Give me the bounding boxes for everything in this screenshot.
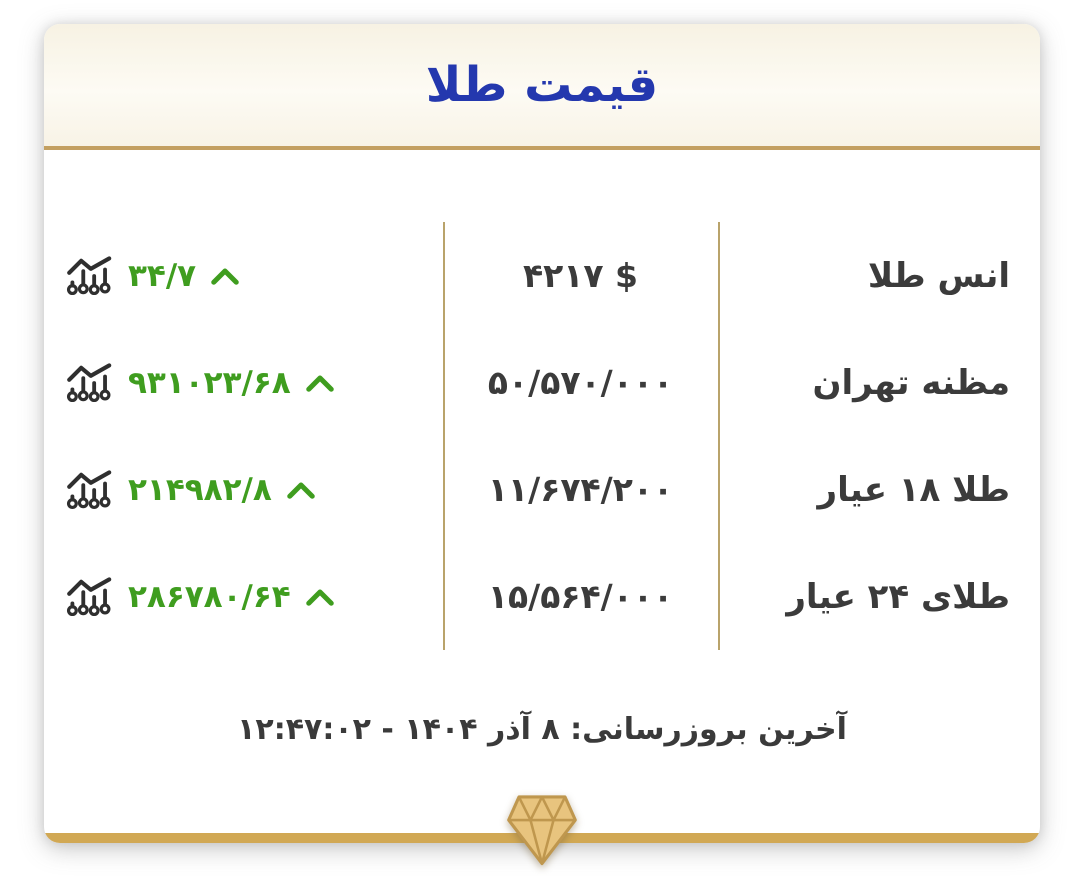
last-update-text: آخرین بروزرسانی: ۸ آذر ۱۴۰۴ - ۱۲:۴۷:۰۲ — [237, 712, 847, 747]
price-value: ۵۰/۵۷۰/۰۰۰ — [487, 363, 674, 402]
price-value: ۱۵/۵۶۴/۰۰۰ — [487, 577, 674, 616]
chart-trend-icon[interactable] — [66, 469, 114, 511]
chevron-up-icon — [210, 265, 240, 287]
change-cell: ۲۸۶۷۸۰/۶۴ — [44, 576, 443, 618]
change-cell: ۲۱۴۹۸۲/۸ — [44, 469, 443, 511]
change-cell: ۳۴/۷ — [44, 255, 443, 297]
chevron-up-icon — [286, 479, 316, 501]
change-value: ۲۸۶۷۸۰/۶۴ — [128, 578, 291, 615]
change-value: ۲۱۴۹۸۲/۸ — [128, 471, 272, 508]
row-label: انس طلا — [867, 255, 1010, 296]
row-label: طلای ۲۴ عیار — [786, 576, 1010, 617]
change-value: ۳۴/۷ — [128, 257, 197, 294]
card-header: قیمت طلا — [44, 24, 1040, 146]
diamond-icon — [501, 785, 583, 877]
price-value: ۱۱/۶۷۴/۲۰۰ — [487, 470, 674, 509]
price-value: ۴۲۱۷ $ — [522, 256, 639, 295]
column-divider-right — [718, 222, 720, 650]
chevron-up-icon — [305, 372, 335, 394]
change-value: ۹۳۱۰۲۳/۶۸ — [128, 364, 291, 401]
table-row: ۳۴/۷ ۴۲۱۷ $ انس طلا — [44, 222, 1040, 329]
card-content: قیمت طلا — [44, 24, 1040, 843]
row-label: طلا ۱۸ عیار — [817, 469, 1010, 510]
price-table: ۳۴/۷ ۴۲۱۷ $ انس طلا — [44, 222, 1040, 650]
table-row: ۲۱۴۹۸۲/۸ ۱۱/۶۷۴/۲۰۰ طلا ۱۸ عیار — [44, 436, 1040, 543]
chart-trend-icon[interactable] — [66, 255, 114, 297]
gold-price-card: قیمت طلا — [44, 24, 1040, 866]
column-divider-left — [443, 222, 445, 650]
chart-trend-icon[interactable] — [66, 362, 114, 404]
header-divider — [44, 146, 1040, 150]
chevron-up-icon — [305, 586, 335, 608]
page-title: قیمت طلا — [425, 57, 659, 113]
table-row: ۲۸۶۷۸۰/۶۴ ۱۵/۵۶۴/۰۰۰ طلای ۲۴ عیار — [44, 543, 1040, 650]
table-row: ۹۳۱۰۲۳/۶۸ ۵۰/۵۷۰/۰۰۰ مظنه تهران — [44, 329, 1040, 436]
row-label: مظنه تهران — [812, 362, 1010, 403]
chart-trend-icon[interactable] — [66, 576, 114, 618]
change-cell: ۹۳۱۰۲۳/۶۸ — [44, 362, 443, 404]
